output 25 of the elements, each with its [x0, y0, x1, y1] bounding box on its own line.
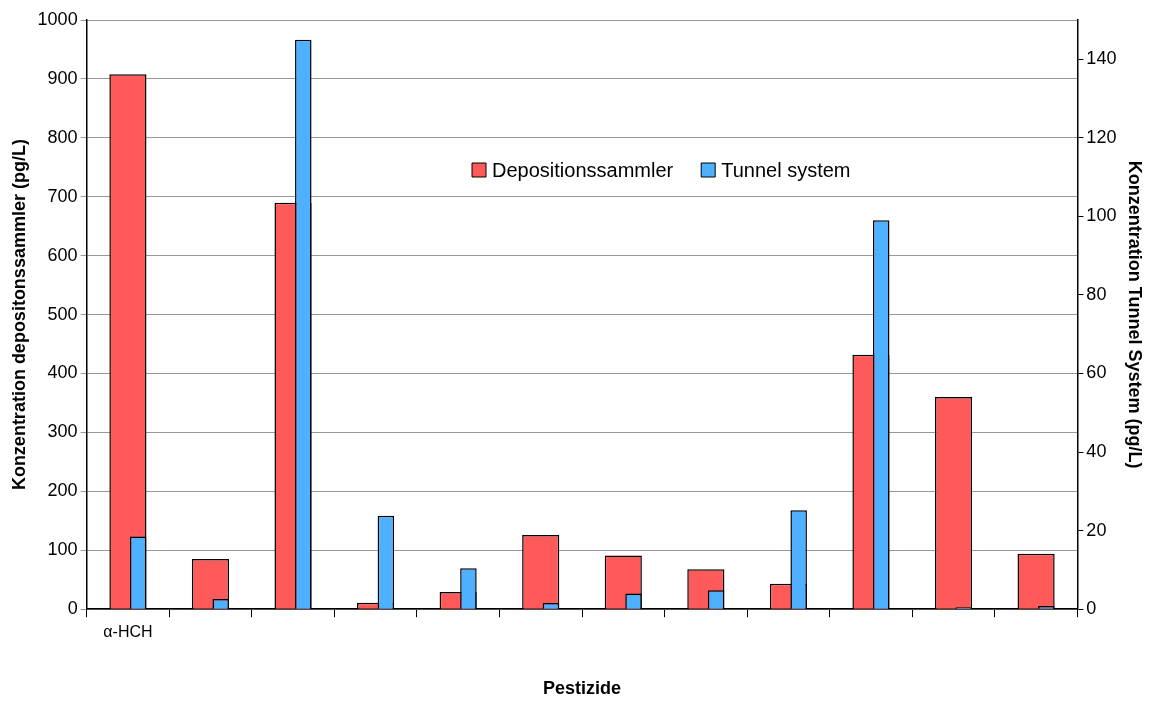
legend-label: Tunnel system: [721, 158, 851, 181]
y2-tick-label: 100: [1086, 205, 1117, 226]
y-tick-label: 900: [47, 67, 78, 88]
y-tick-label: 600: [47, 244, 78, 265]
y2-tick-label: 60: [1086, 362, 1107, 383]
y-tick-label: 0: [67, 598, 78, 619]
y-tick-label: 100: [47, 539, 78, 560]
y-tick-label: 500: [47, 303, 78, 324]
y2-tick-label: 140: [1086, 48, 1117, 69]
y-tick-label: 800: [47, 126, 78, 147]
x-tick-label: α-HCH: [103, 623, 153, 641]
y-tick-label: 700: [47, 185, 78, 206]
y2-tick-label: 40: [1086, 441, 1107, 462]
y-axis-title: Konzentration depositonssammler (pg/L): [8, 139, 29, 491]
y-tick-label: 1000: [37, 8, 78, 29]
legend-label: Depositionssammler: [492, 158, 674, 181]
y2-tick-label: 120: [1086, 126, 1117, 147]
y2-tick-label: 20: [1086, 519, 1107, 540]
x-axis-title: Pestizide: [542, 678, 622, 699]
y2-tick-label: 80: [1086, 283, 1107, 304]
y2-tick-label: 0: [1086, 598, 1097, 619]
y2-axis-title: Konzentration Tunnel System (pg/L): [1125, 160, 1146, 469]
y-tick-label: 400: [47, 362, 78, 383]
y-tick-label: 200: [47, 480, 78, 501]
y-tick-label: 300: [47, 421, 78, 442]
